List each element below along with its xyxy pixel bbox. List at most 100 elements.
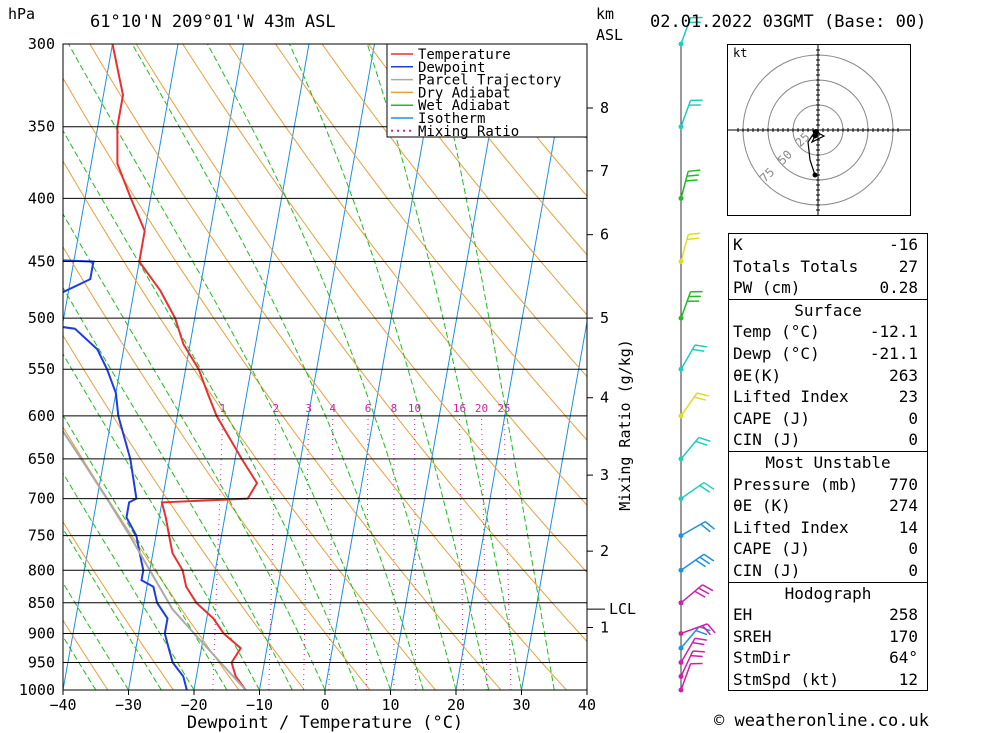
- height-tick-label: 2: [600, 542, 609, 560]
- x-tick-label: 20: [447, 696, 465, 714]
- copyright[interactable]: © weatheronline.co.uk: [714, 711, 929, 731]
- y-axis-label: Mixing Ratio (g/kg): [616, 339, 634, 511]
- mixing-ratio-label: 16: [453, 402, 466, 415]
- pressure-tick-label: 350: [28, 118, 55, 136]
- wet-adiabat-line: [288, 44, 490, 690]
- dry-adiabat-line: [63, 77, 502, 690]
- mixing-ratio-label: 6: [365, 402, 372, 415]
- index-value: -16: [889, 235, 918, 254]
- index-value: 770: [889, 474, 918, 494]
- asl-label: ASL: [596, 26, 624, 44]
- index-label: θE (K): [733, 496, 791, 516]
- wind-barb-dot: [678, 456, 684, 462]
- legend-box: [386, 43, 588, 138]
- index-value: 64°: [889, 648, 918, 668]
- pressure-tick-label: 600: [28, 407, 55, 425]
- wind-barb-dot: [678, 195, 684, 201]
- wet-adiabat-line: [433, 44, 555, 690]
- wind-barb-feather: [692, 641, 705, 646]
- wind-barb: [680, 100, 692, 127]
- wind-barb-feather: [693, 396, 706, 401]
- pressure-tick-label: 950: [28, 653, 55, 671]
- mixing-ratio-line: [458, 415, 464, 690]
- dry-adiabat-line: [135, 44, 587, 643]
- hpa-label: hPa: [8, 5, 36, 23]
- index-value: 12: [898, 669, 918, 689]
- wind-barb-dot: [678, 600, 684, 606]
- index-label: EH: [733, 605, 753, 625]
- x-tick-label: 40: [578, 696, 596, 714]
- index-row: CIN (J) 0: [729, 429, 927, 451]
- isotherm-line: [193, 44, 310, 690]
- hodograph-ring-label: 75: [757, 165, 777, 185]
- wind-barb-feather: [692, 348, 705, 353]
- height-tick-label: 3: [600, 466, 609, 484]
- index-value: 258: [889, 605, 918, 625]
- hodograph-unit-label: kt: [733, 46, 748, 60]
- index-value: 170: [889, 626, 918, 646]
- hodograph-ring-label: 50: [775, 147, 795, 167]
- x-tick-label: 10: [381, 696, 399, 714]
- mixing-ratio-line: [268, 415, 277, 690]
- wind-barb-feather: [700, 523, 711, 533]
- wind-barb-feather: [686, 174, 699, 177]
- legend-label: Mixing Ratio: [418, 124, 519, 140]
- hodograph-point: [812, 172, 818, 178]
- dry-adiabat-line: [63, 520, 174, 690]
- pressure-tick-label: 450: [28, 253, 55, 271]
- index-row: SREH 170: [729, 626, 927, 648]
- x-tick-label: −30: [115, 696, 142, 714]
- mixing-ratio-label: 3: [305, 402, 312, 415]
- wind-barb: [680, 344, 696, 370]
- pressure-tick-label: 900: [28, 624, 55, 642]
- legend-label: Dry Adiabat: [418, 85, 511, 101]
- km-label: km: [596, 5, 615, 23]
- index-row: Temp (°C) -12.1: [729, 321, 927, 343]
- wind-barb-feather: [695, 629, 708, 636]
- index-row: Lifted Index 14: [729, 517, 927, 539]
- x-tick-label: −10: [246, 696, 273, 714]
- dry-adiabat-line: [367, 44, 587, 316]
- index-label: CIN (J): [733, 560, 801, 580]
- x-tick-label: −40: [49, 696, 76, 714]
- height-tick-label: 6: [600, 226, 609, 244]
- index-value: 14: [898, 517, 918, 537]
- index-value: -21.1: [869, 343, 918, 363]
- location-title: 61°10'N 209°01'W 43m ASL: [90, 12, 336, 32]
- wind-barb: [680, 663, 692, 691]
- mixing-ratio-line: [212, 415, 224, 690]
- pressure-tick-label: 1000: [19, 681, 55, 699]
- lcl-label: LCL: [609, 600, 636, 618]
- wind-barb-dot: [678, 41, 684, 47]
- mixing-ratio-label: 10: [408, 402, 421, 415]
- index-label: Pressure (mb): [733, 474, 859, 494]
- plot-frame: [62, 43, 588, 691]
- dry-adiabat-line: [414, 44, 587, 256]
- mixing-ratio-line: [481, 415, 488, 690]
- index-row: PW (cm) 0.28: [729, 277, 927, 299]
- series-temperature: [111, 44, 259, 690]
- index-label: Dewp (°C): [733, 343, 820, 363]
- mixing-ratio-label: 4: [329, 402, 336, 415]
- index-row: Lifted Index 23: [729, 386, 927, 408]
- mixing-ratio-label: 8: [391, 402, 398, 415]
- most-unstable-section: Most Unstable Pressure (mb) 770 θE (K) 274…: [729, 452, 927, 583]
- hodograph-point: [813, 129, 819, 135]
- wind-barb-feather: [692, 650, 705, 653]
- dry-adiabat-line: [321, 44, 587, 378]
- legend-label: Wet Adiabat: [418, 98, 511, 114]
- index-row: Totals Totals 27: [729, 256, 927, 278]
- index-label: Temp (°C): [733, 322, 820, 342]
- wind-barb-dot: [678, 315, 684, 321]
- pressure-tick-label: 850: [28, 594, 55, 612]
- pressure-tick-label: 650: [28, 450, 55, 468]
- index-label: Totals Totals: [733, 256, 859, 276]
- most-unstable-title: Most Unstable: [765, 452, 891, 472]
- index-label: SREH: [733, 626, 772, 646]
- wind-barb-feather: [698, 587, 710, 595]
- dry-adiabat-line: [63, 245, 371, 690]
- wind-barb-dot: [678, 413, 684, 419]
